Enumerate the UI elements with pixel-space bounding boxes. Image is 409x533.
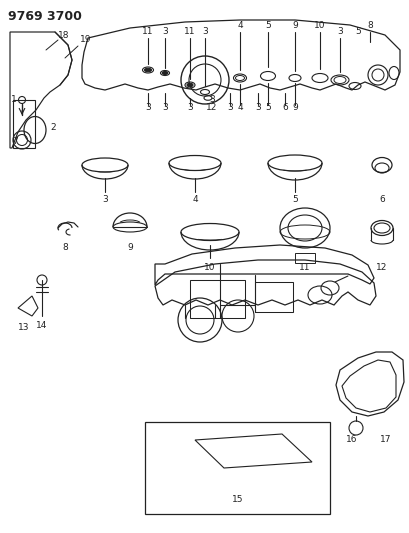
Text: 19: 19 <box>80 36 91 44</box>
Text: 10: 10 <box>204 263 215 272</box>
Bar <box>254 282 292 312</box>
Text: 4: 4 <box>192 196 197 205</box>
Text: 12: 12 <box>375 263 387 272</box>
Text: 9769 3700: 9769 3700 <box>8 10 82 22</box>
Text: 4: 4 <box>237 102 242 111</box>
Text: 18: 18 <box>58 30 70 39</box>
Text: 11: 11 <box>184 28 195 36</box>
Text: 9: 9 <box>291 21 297 30</box>
Text: 13: 13 <box>18 324 29 333</box>
Text: 12: 12 <box>206 102 217 111</box>
Text: 3: 3 <box>209 95 214 104</box>
Text: 8: 8 <box>366 21 372 30</box>
Text: 5: 5 <box>265 21 270 30</box>
Ellipse shape <box>144 68 151 72</box>
Bar <box>294 253 314 263</box>
Bar <box>189 280 245 318</box>
Ellipse shape <box>187 83 193 87</box>
Text: 3: 3 <box>336 28 342 36</box>
Text: 8: 8 <box>62 244 68 253</box>
Text: 14: 14 <box>36 321 47 330</box>
Text: 3: 3 <box>254 102 260 111</box>
Text: 10: 10 <box>313 21 325 30</box>
Text: 11: 11 <box>299 263 310 272</box>
Text: 6: 6 <box>281 102 287 111</box>
Text: 3: 3 <box>187 102 192 111</box>
Text: 5: 5 <box>354 28 360 36</box>
Text: 11: 11 <box>142 28 153 36</box>
Text: 5: 5 <box>265 102 270 111</box>
Text: 6: 6 <box>378 196 384 205</box>
Text: 9: 9 <box>127 244 133 253</box>
Ellipse shape <box>162 71 167 75</box>
Text: 5: 5 <box>291 196 297 205</box>
Text: 3: 3 <box>202 28 207 36</box>
Text: 3: 3 <box>227 102 232 111</box>
Text: 3: 3 <box>162 102 167 111</box>
Text: 16: 16 <box>346 435 357 445</box>
Text: 3: 3 <box>102 196 108 205</box>
Text: 2: 2 <box>50 123 56 132</box>
Text: 4: 4 <box>237 21 242 30</box>
Bar <box>145 422 329 514</box>
Text: 15: 15 <box>231 496 243 505</box>
Text: 17: 17 <box>379 435 391 445</box>
Text: 9: 9 <box>291 102 297 111</box>
Text: 1: 1 <box>11 95 17 104</box>
Text: 3: 3 <box>162 28 167 36</box>
Text: 7: 7 <box>12 138 18 147</box>
Text: 3: 3 <box>145 102 151 111</box>
